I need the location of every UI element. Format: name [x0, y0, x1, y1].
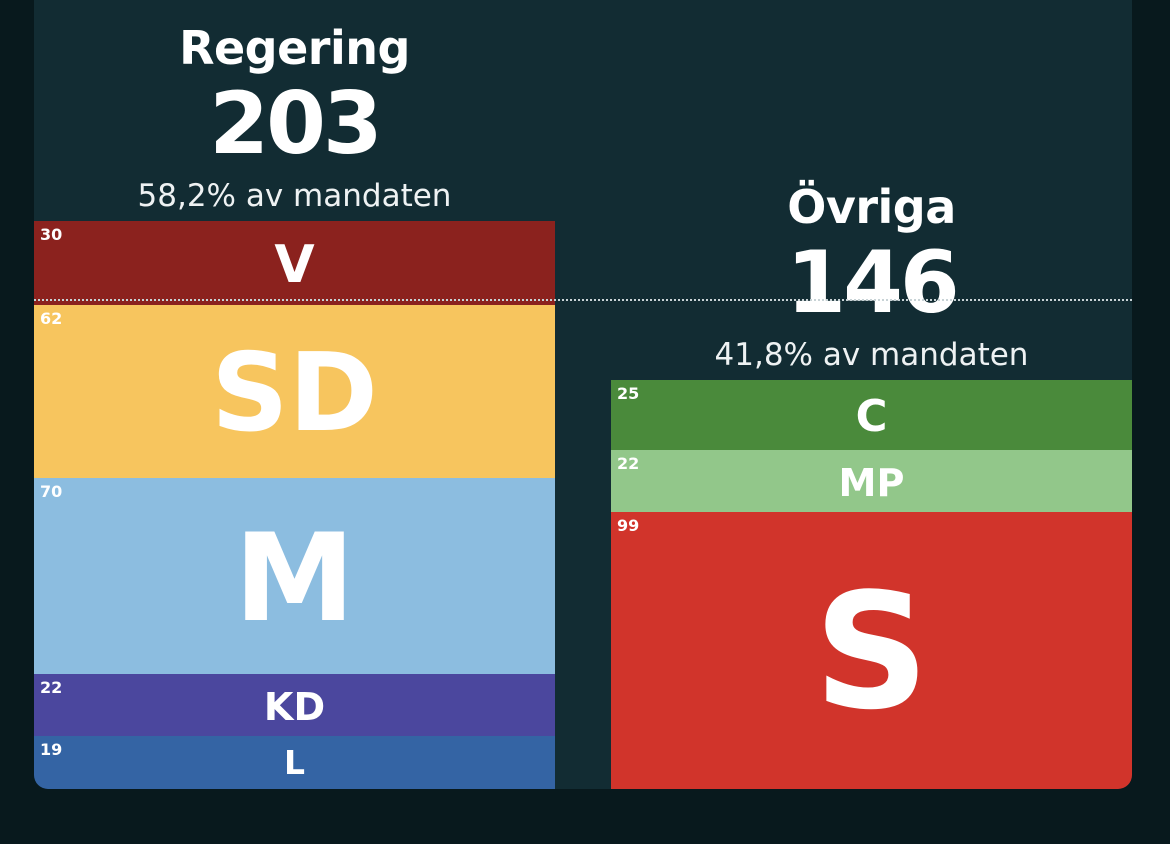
party-label: M: [234, 506, 355, 649]
bar-segment-sd: 62 SD: [34, 304, 555, 479]
party-label: KD: [263, 684, 326, 729]
bar-segment-m: 70 M: [34, 478, 555, 675]
seat-count-label: 22: [40, 678, 63, 698]
party-label: L: [284, 742, 305, 782]
bloc-total-seats: 203: [209, 74, 383, 174]
seat-count-label: 70: [40, 482, 63, 502]
seat-count-label: 19: [40, 739, 63, 759]
party-label: V: [274, 234, 315, 295]
bar-segment-kd: 22 KD: [34, 674, 555, 736]
seat-count-label: 25: [617, 384, 640, 404]
seat-count-label: 62: [40, 308, 63, 328]
bar-segment-c: 25 C: [611, 380, 1132, 451]
bloc-title: Regering: [179, 21, 410, 75]
seat-count-label: 22: [617, 454, 640, 474]
bloc-seat-share: 41,8% av mandaten: [714, 337, 1029, 374]
party-label: C: [855, 391, 888, 442]
bar-segment-s: 99 S: [611, 511, 1132, 789]
bloc-seat-share: 58,2% av mandaten: [137, 178, 452, 214]
party-label: MP: [838, 461, 905, 506]
bar-segment-v: 30 V: [34, 221, 555, 305]
seat-chart-panel: Regering 203 58,2% av mandaten Övriga 14…: [34, 0, 1132, 789]
bloc-header-ovriga: Övriga 146 41,8% av mandaten: [611, 184, 1132, 371]
party-label: SD: [211, 330, 378, 456]
bloc-title: Övriga: [787, 180, 956, 235]
bar-segment-l: 19 L: [34, 735, 555, 789]
bloc-header-regering: Regering 203 58,2% av mandaten: [34, 25, 555, 212]
seat-count-label: 30: [40, 225, 63, 244]
majority-line: [34, 299, 1132, 302]
bar-segment-mp: 22 MP: [611, 450, 1132, 512]
party-label: S: [813, 558, 930, 746]
bloc-total-seats: 146: [786, 233, 960, 334]
seat-count-label: 99: [617, 515, 640, 535]
